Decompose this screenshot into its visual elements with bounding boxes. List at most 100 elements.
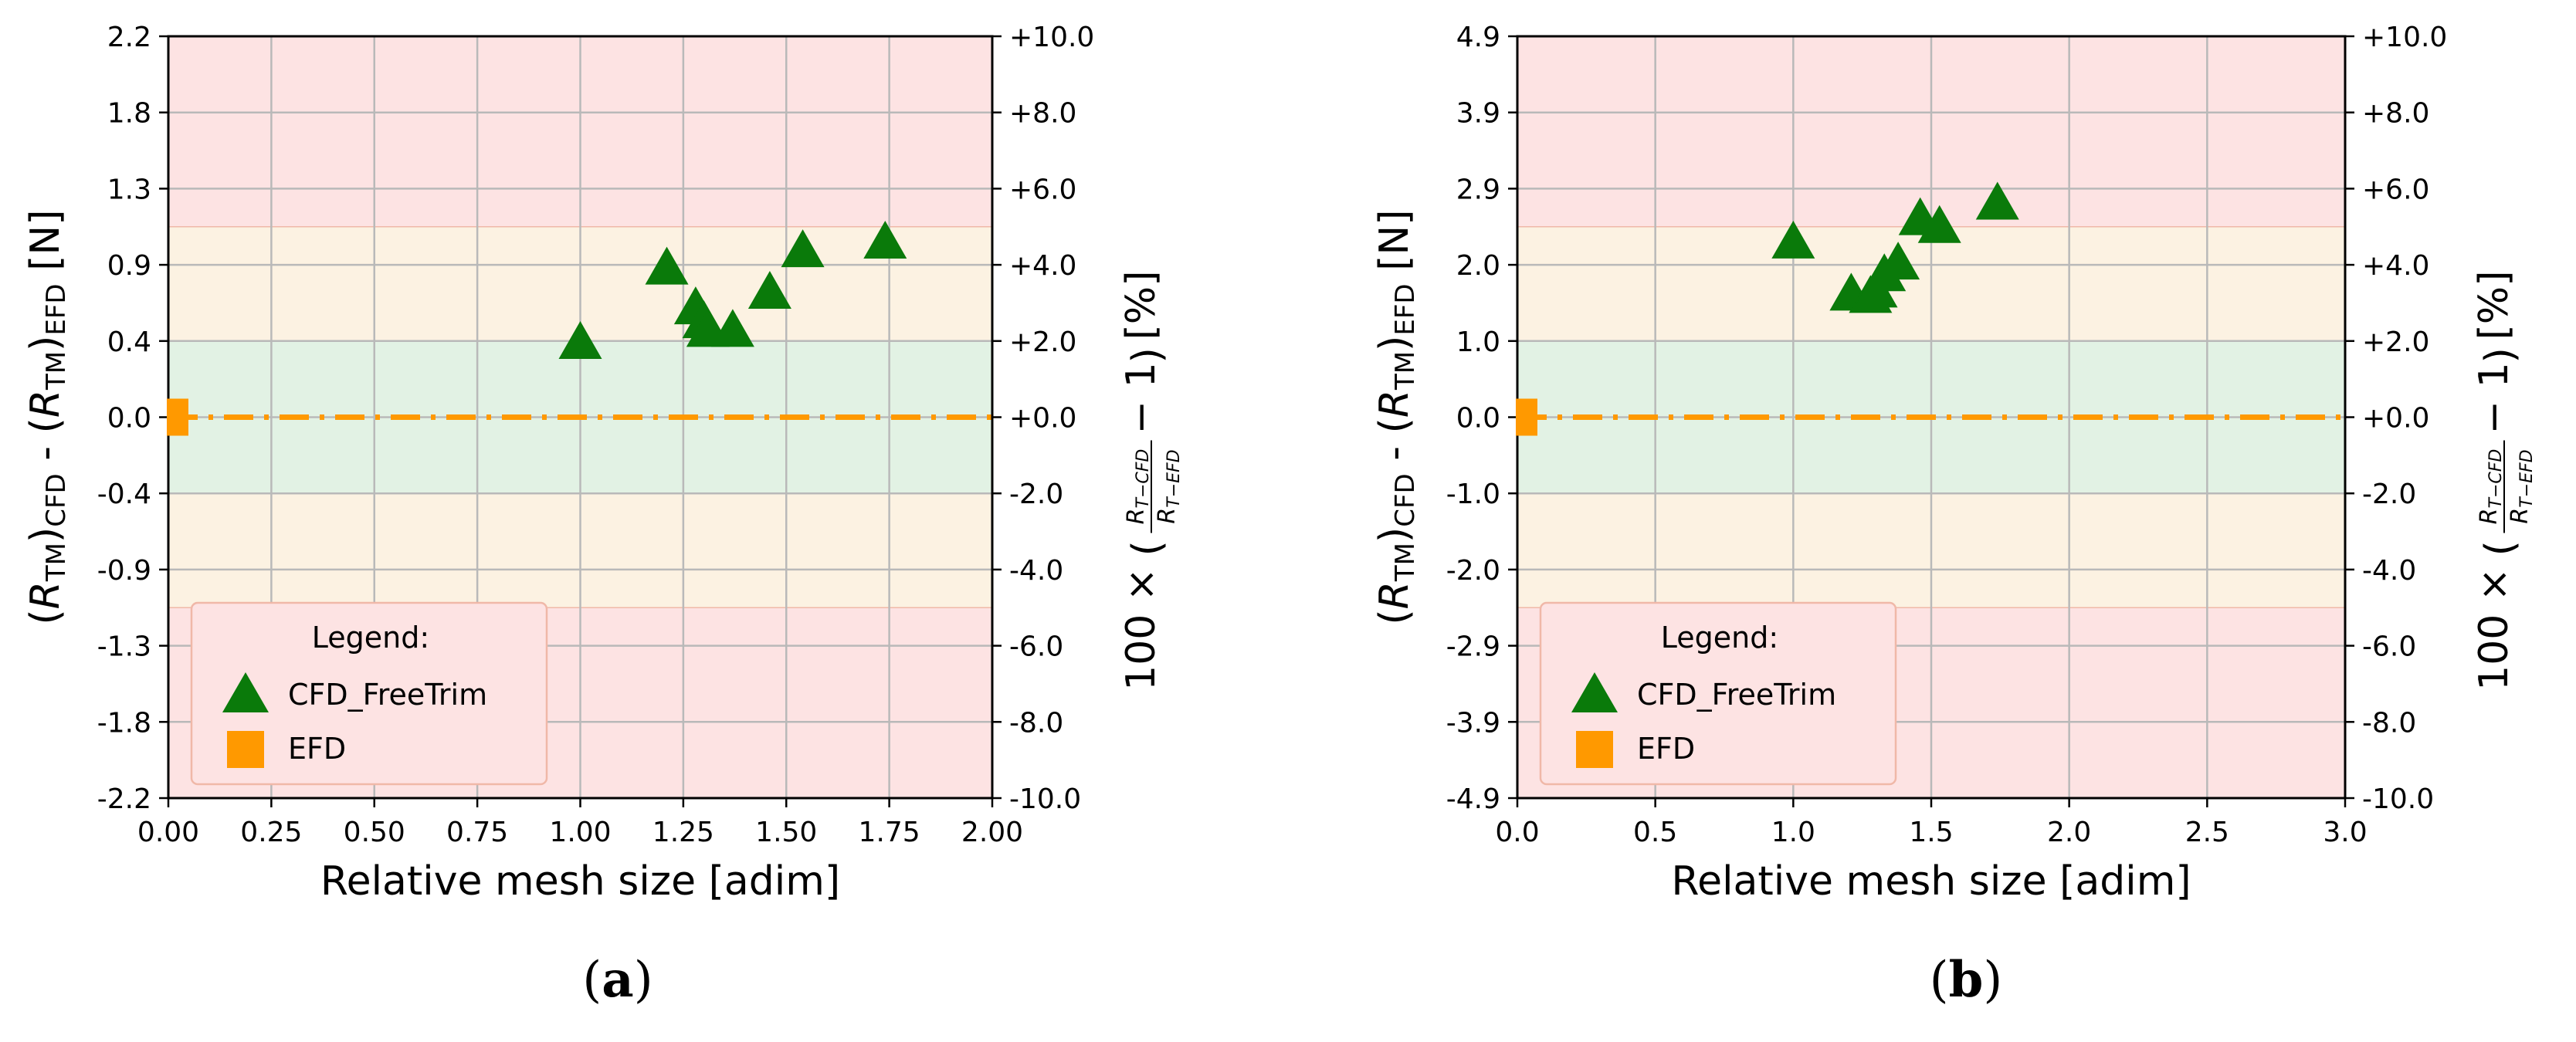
y2-tick-label: -6.0: [1009, 631, 1063, 663]
legend-efd-label: EFD: [288, 732, 346, 766]
y2-tick-label: +4.0: [2362, 250, 2429, 282]
legend-efd-marker: [227, 731, 264, 768]
y2-label-prefix: 100 ×: [2471, 568, 2517, 691]
y-tick-label: 2.0: [1456, 250, 1500, 282]
y2-tick-label: -2.0: [1009, 479, 1063, 510]
x-tick-label: 0.75: [446, 817, 508, 848]
y2-tick-label: +2.0: [2362, 326, 2429, 358]
y2-tick-label: +10.0: [1009, 22, 1094, 53]
legend-cfd-label: CFD_FreeTrim: [288, 678, 487, 712]
x-tick-label: 0.50: [344, 817, 405, 848]
cfd-marker: [781, 229, 825, 268]
cfd-marker: [747, 270, 791, 309]
y2-tick-label: +4.0: [1009, 250, 1076, 282]
y-tick-label: 1.3: [107, 174, 151, 205]
legend: Legend: CFD_FreeTrim EFD: [1539, 601, 1897, 786]
x-tick-label: 0.0: [1495, 817, 1539, 848]
x-tick-label: 0.5: [1633, 817, 1677, 848]
x-tick-label: 2.0: [2047, 817, 2091, 848]
x-tick-label: 1.00: [549, 817, 611, 848]
y2-label-numerator: RT−CFD: [1123, 449, 1153, 525]
cfd-marker: [645, 246, 689, 285]
y-tick-label: 3.9: [1456, 98, 1500, 130]
x-tick-label: 1.0: [1771, 817, 1815, 848]
legend-efd-marker: [1576, 731, 1613, 768]
y-tick-label: 1.0: [1456, 326, 1500, 358]
y-tick-label: 0.0: [107, 403, 151, 435]
y2-tick-label: +10.0: [2362, 22, 2447, 53]
chart-b: 0.0 0.5 1.0 1.5 2.0 2.5 3.0 -4.9 -3.9 -2.9 -2.0 -1.…: [1371, 22, 2537, 905]
y2-label-unit: [%]: [2471, 271, 2517, 340]
legend-efd-label: EFD: [1637, 732, 1695, 766]
y-tick-label: 0.9: [107, 250, 151, 282]
y2-tick-label: -10.0: [2362, 783, 2434, 815]
panel-label-a: (a): [582, 951, 653, 1009]
y2-tick-label: -2.0: [2362, 479, 2416, 510]
cfd-marker: [1876, 242, 1920, 280]
y2-tick-label: -4.0: [1009, 555, 1063, 587]
y2-label-paren: (: [2477, 540, 2523, 556]
legend-cfd-label: CFD_FreeTrim: [1637, 678, 1836, 712]
y2-label-denominator: RT−EFD: [2507, 449, 2537, 523]
x-tick-label: 0.00: [137, 817, 199, 848]
legend-cfd-marker: [222, 672, 269, 712]
y2-label-numerator: RT−CFD: [2476, 449, 2506, 525]
y-tick-label: 1.8: [107, 98, 151, 130]
y2-tick-label: +8.0: [1009, 98, 1076, 130]
x-axis-label: Relative mesh size [adim]: [1671, 858, 2191, 905]
y2-tick-label: +0.0: [2362, 403, 2429, 435]
legend-title: Legend:: [1661, 621, 1778, 655]
y2-label-paren-close: ): [2477, 347, 2523, 363]
y-tick-label: -1.3: [97, 631, 151, 663]
legend-box: [1539, 601, 1897, 786]
legend-box: [190, 601, 548, 786]
y2-tick-label: +2.0: [1009, 326, 1076, 358]
y-tick-label: 2.2: [107, 22, 151, 53]
x-tick-label: 2.5: [2185, 817, 2229, 848]
legend-cfd-marker: [1571, 672, 1618, 712]
y-tick-label: 0.0: [1456, 403, 1500, 435]
y-tick-label: 0.4: [107, 326, 151, 358]
y-axis-label: (RTM)CFD - (RTM)EFD [N]: [22, 209, 72, 624]
y-tick-label: -3.9: [1446, 707, 1500, 739]
y-tick-label: -2.9: [1446, 631, 1500, 663]
y2-label-minus-one: − 1: [2471, 362, 2517, 434]
cfd-marker: [1771, 220, 1815, 259]
x-tick-label: 1.50: [755, 817, 817, 848]
y2-label-minus-one: − 1: [1118, 362, 1164, 434]
panel-label-b: (b): [1929, 951, 2003, 1009]
y2-tick-label: -10.0: [1009, 783, 1081, 815]
y-tick-label: -2.0: [1446, 555, 1500, 587]
chart-a: 0.00 0.25 0.50 0.75 1.00 1.25 1.50 1.75 2.00 -2.2…: [22, 22, 1184, 905]
y-tick-label: -2.2: [97, 783, 151, 815]
efd-marker: [1516, 398, 1537, 436]
cfd-marker: [558, 321, 602, 360]
legend: Legend: CFD_FreeTrim EFD: [190, 601, 548, 786]
y-tick-label: -0.4: [97, 479, 151, 510]
y-tick-label: -1.8: [97, 707, 151, 739]
efd-marker: [167, 398, 188, 436]
y2-tick-label: -8.0: [1009, 707, 1063, 739]
cfd-marker: [1975, 181, 2019, 220]
cfd-marker: [863, 220, 907, 259]
y2-tick-label: -6.0: [2362, 631, 2416, 663]
x-tick-label: 1.25: [652, 817, 714, 848]
y2-tick-label: +0.0: [1009, 403, 1076, 435]
y2-tick-label: +6.0: [1009, 174, 1076, 205]
y2-label-unit: [%]: [1118, 271, 1164, 340]
y-tick-label: -1.0: [1446, 479, 1500, 510]
x-tick-label: 3.0: [2323, 817, 2367, 848]
y-tick-label: -0.9: [97, 555, 151, 587]
y-tick-label: 2.9: [1456, 174, 1500, 205]
x-tick-label: 1.5: [1909, 817, 1953, 848]
y2-label-paren: (: [1124, 540, 1171, 556]
y2-tick-label: -8.0: [2362, 707, 2416, 739]
x-axis-label: Relative mesh size [adim]: [320, 858, 840, 905]
y-tick-label: -4.9: [1446, 783, 1500, 815]
y2-label-prefix: 100 ×: [1118, 568, 1164, 691]
x-tick-label: 2.00: [961, 817, 1023, 848]
y2-tick-label: +8.0: [2362, 98, 2429, 130]
